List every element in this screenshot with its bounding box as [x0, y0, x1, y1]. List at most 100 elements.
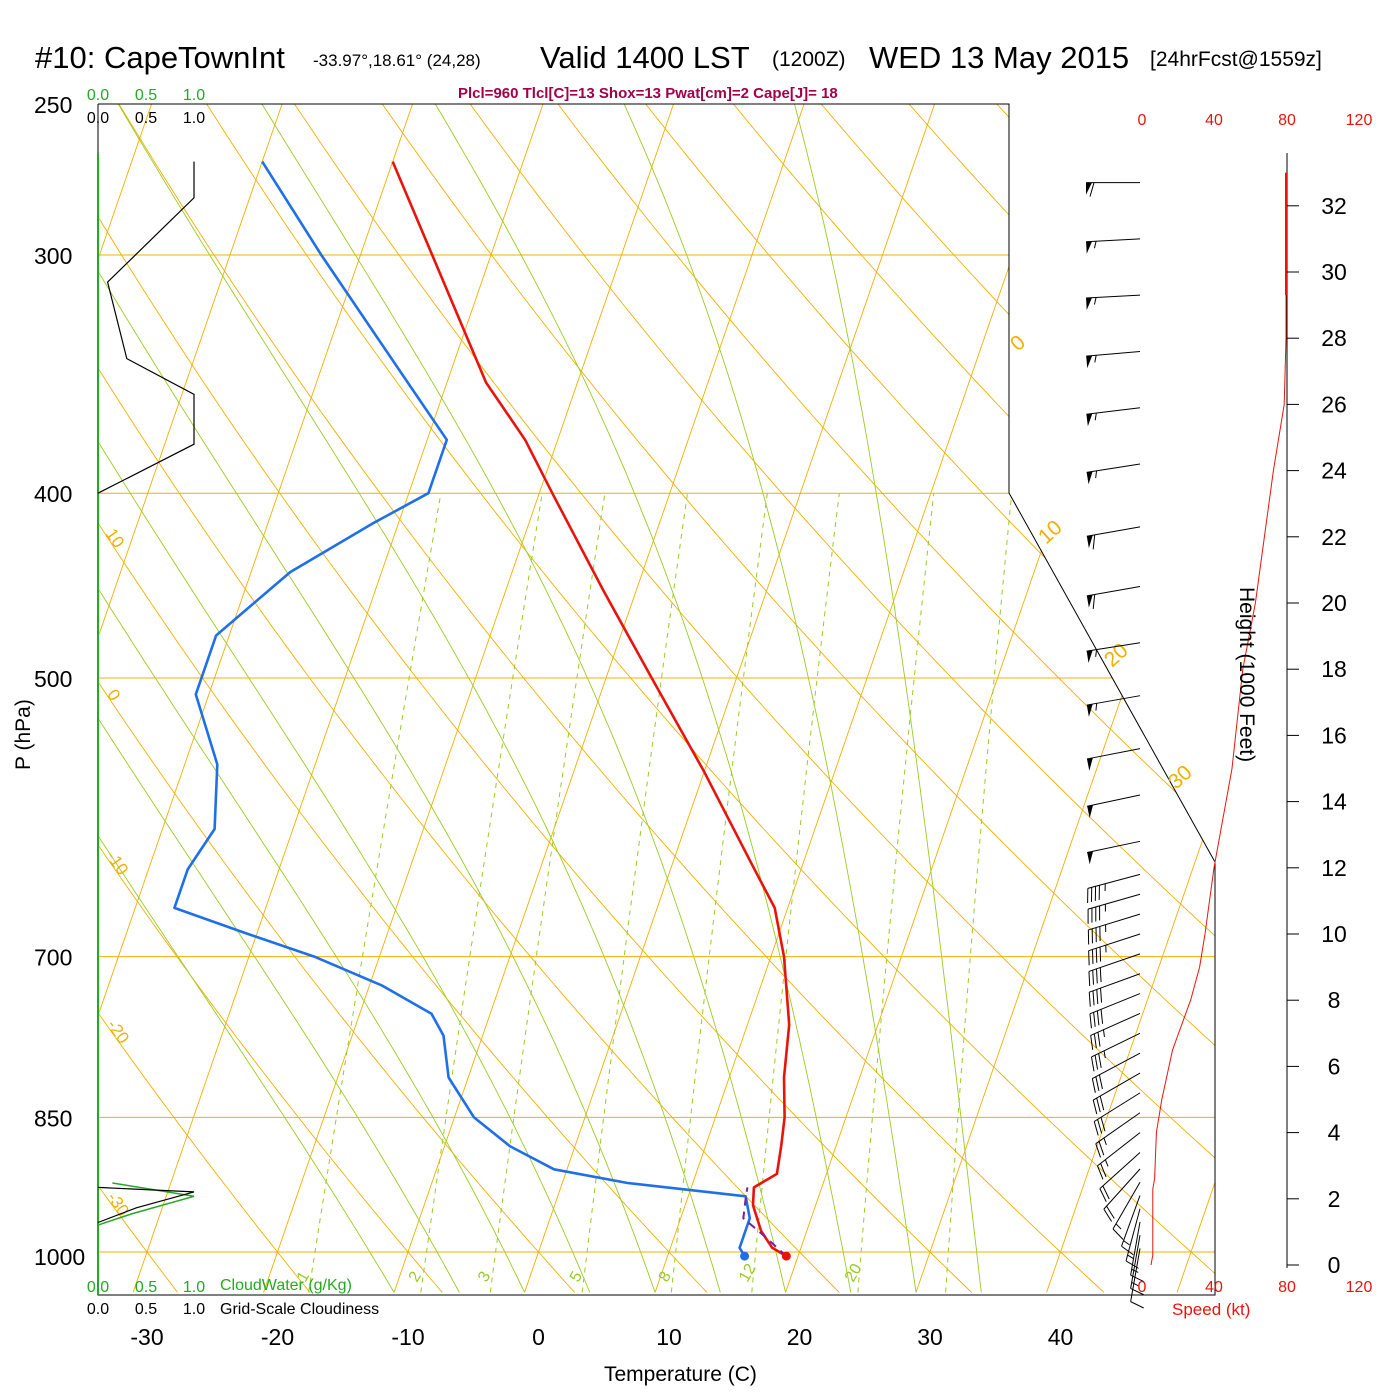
wind-barb [1095, 1112, 1141, 1158]
wind-barb [1096, 1132, 1141, 1180]
height-tick-label: 4 [1328, 1120, 1341, 1146]
pressure-tick-label: 300 [34, 243, 72, 269]
height-axis-title: Height (1000 Feet) [1235, 587, 1258, 762]
moist-adiabat-line [98, 104, 721, 1293]
temperature-axis: -30 -20 -10 0 10 20 30 40 [130, 1324, 1073, 1350]
speed-scale-label: 120 [1346, 112, 1373, 129]
cloudiness-trace-lower [97, 1186, 195, 1224]
mixing-ratio-line [581, 493, 688, 1293]
wind-barb [1087, 913, 1141, 945]
cloudiness-trace-upper [97, 161, 195, 494]
valid-time: Valid 1400 LST [540, 40, 750, 75]
cloudiness-label: Grid-Scale Cloudiness [220, 1301, 379, 1318]
height-tick-label: 26 [1321, 391, 1347, 417]
cloud-scale-label: 0.5 [135, 87, 157, 104]
height-tick-label: 16 [1321, 722, 1347, 748]
height-tick-label: 30 [1321, 259, 1347, 285]
speed-scale-label: 0 [1138, 1279, 1147, 1296]
isotherm-label: 10 [1034, 516, 1067, 549]
zulu-time: (1200Z) [772, 48, 846, 71]
mixing-ratio-label: 5 [567, 1269, 586, 1285]
cloud-scale-label: 0.0 [87, 87, 109, 104]
isotherm-line [98, 104, 425, 1293]
speed-scale-label: 80 [1278, 112, 1296, 129]
mixing-ratio-label: 3 [475, 1269, 494, 1285]
dry-adiabat-label: -10 [102, 848, 132, 879]
pressure-tick-label: 500 [34, 666, 72, 692]
wind-barb [1087, 794, 1141, 818]
wind-barb [1093, 1092, 1141, 1136]
cloud-scale-label: 1.0 [183, 1279, 205, 1296]
isotherm-line [98, 104, 164, 1293]
height-tick-label: 6 [1328, 1053, 1341, 1079]
pressure-tick-label: 250 [34, 92, 72, 118]
temperature-axis-title: Temperature (C) [604, 1363, 757, 1386]
isotherm-line [0, 70, 33, 1292]
cloud-scale-label: 0.5 [135, 1301, 157, 1318]
pressure-axis-title: P (hPa) [12, 699, 35, 770]
isobar-lines [98, 103, 1215, 1253]
speed-scale-labels: 0 40 80 1200 40 80 120 [1138, 112, 1373, 1296]
dry-adiabat-line [98, 104, 973, 1293]
mixing-ratio-label: 12 [736, 1261, 760, 1285]
wind-barb [1086, 182, 1140, 197]
height-tick-label: 0 [1328, 1252, 1341, 1278]
surface-dewpoint-marker [740, 1251, 750, 1261]
dry-adiabat-label: 0 [103, 686, 124, 705]
height-tick-label: 14 [1321, 789, 1347, 815]
height-tick-label: 20 [1321, 590, 1347, 616]
dry-adiabat-line [271, 104, 1215, 1293]
dry-adiabat-line [185, 104, 1215, 1293]
mixing-ratio-line [420, 493, 543, 1293]
dry-adiabat-line [98, 104, 840, 1293]
wind-barb [1086, 350, 1141, 369]
mixing-ratio-line [945, 493, 1013, 1293]
wind-barb [1092, 1072, 1141, 1115]
wind-barb [1089, 993, 1141, 1029]
dry-adiabat-line [98, 104, 178, 1293]
wind-barb [1090, 1032, 1141, 1072]
temperature-tick-label: -30 [130, 1324, 163, 1350]
wind-barb [1086, 463, 1141, 485]
dry-adiabat-line [792, 104, 1215, 1293]
wind-barb [1086, 695, 1141, 717]
station-title: #10: CapeTownInt [35, 40, 285, 75]
stability-indices: Plcl=960 Tlcl[C]=13 Shox=13 Pwat[cm]=2 C… [458, 85, 838, 102]
moist-adiabat-line [98, 104, 395, 1293]
moist-adiabat-line [607, 104, 917, 1293]
moist-adiabat-line [98, 104, 656, 1293]
isotherm-line [785, 104, 1208, 1293]
sounding-traces [173, 160, 791, 1261]
isotherm-line [98, 104, 295, 1293]
surface-temperature-marker [781, 1251, 791, 1261]
isotherm-line [915, 104, 1215, 1293]
dry-adiabat-line [98, 104, 311, 1293]
cloudwater-label: CloudWater (g/Kg) [220, 1277, 352, 1294]
wind-barb [1088, 973, 1141, 1007]
mixing-ratio-line [751, 493, 840, 1293]
mixing-ratio-line [489, 493, 606, 1293]
station-coords: -33.97°,18.61° (24,28) [313, 51, 481, 70]
wind-barb [1112, 1182, 1141, 1240]
pressure-tick-label: 1000 [34, 1244, 85, 1270]
cloud-scale-labels: 0.0 0.5 1.0 0.0 0.5 1.0 0.0 0.5 1.0 0.0 0.5 1.0 [87, 87, 205, 1318]
speed-panel: 0 40 80 1200 40 80 120 Speed (kt) [1138, 112, 1373, 1319]
cloud-scale-label: 0.5 [135, 110, 157, 127]
wind-barb [1088, 953, 1141, 987]
wind-barb [1088, 933, 1141, 966]
isotherm-line [263, 104, 686, 1293]
temperature-tick-label: -10 [391, 1324, 424, 1350]
dry-adiabat-line [445, 104, 1215, 1293]
height-tick-label: 32 [1321, 193, 1347, 219]
height-tick-label: 24 [1321, 458, 1347, 484]
wind-speed-trace [1150, 172, 1287, 1266]
height-tick-label: 10 [1321, 921, 1347, 947]
moist-adiabat-line [784, 104, 982, 1293]
moist-adiabat-line [240, 104, 787, 1293]
wind-barb [1130, 1248, 1144, 1309]
wind-speed-profile [1150, 172, 1287, 1266]
dry-adiabat-label: 10 [102, 525, 128, 551]
isotherm-line [1176, 104, 1215, 1293]
